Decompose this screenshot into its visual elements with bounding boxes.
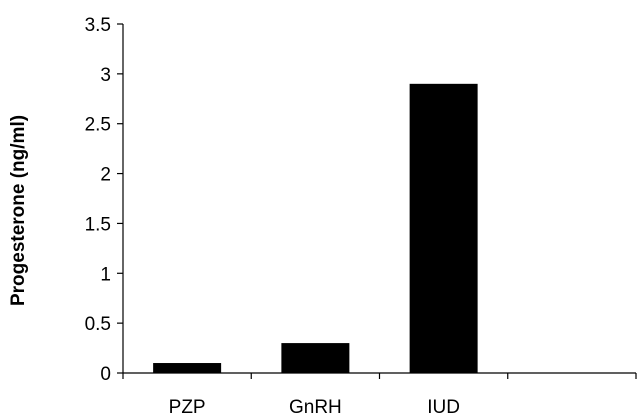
bar-gnrh bbox=[281, 343, 350, 373]
y-tick-label: 0 bbox=[100, 364, 111, 385]
y-axis-title: Progesterone (ng/ml) bbox=[8, 115, 29, 306]
axes bbox=[122, 24, 636, 374]
y-tick-label: 2 bbox=[100, 165, 111, 186]
y-tick-label: 1.5 bbox=[85, 214, 111, 235]
x-category-label: IUD bbox=[427, 397, 460, 418]
y-tick-label: 2.5 bbox=[85, 115, 111, 136]
bars bbox=[153, 83, 478, 373]
bar-iud bbox=[409, 83, 478, 373]
y-tick-label: 1 bbox=[100, 264, 111, 285]
bar-pzp bbox=[153, 363, 222, 373]
y-tick-label: 0.5 bbox=[85, 314, 111, 335]
x-ticks: PZP GnRH IUD bbox=[122, 373, 637, 418]
x-category-label: GnRH bbox=[289, 397, 342, 418]
y-tick-label: 3.5 bbox=[85, 15, 111, 36]
x-category-label: PZP bbox=[169, 397, 206, 418]
y-tick-label: 3 bbox=[100, 65, 111, 86]
y-ticks: 0 0.5 1 1.5 2 2.5 3 3.5 bbox=[85, 15, 123, 385]
